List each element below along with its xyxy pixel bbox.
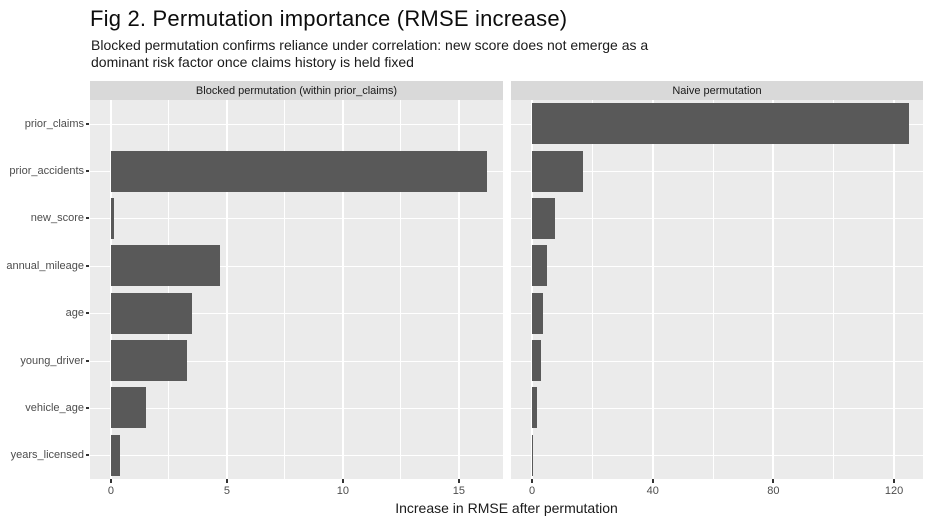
bar-vehicle_age [532,387,537,429]
gridline-horizontal [90,123,503,125]
chart-title: Fig 2. Permutation importance (RMSE incr… [90,6,568,31]
x-axis-tick-mark [531,479,534,483]
x-axis-tick-mark [225,479,228,483]
bar-vehicle_age [110,387,146,429]
bar-new_score [110,197,115,239]
x-axis-tick-label: 120 [884,485,904,497]
y-axis-label-annual_mileage: annual_mileage [6,259,84,272]
bar-years_licensed [532,434,534,476]
gridline-vertical-major [772,100,775,479]
facet-naive-permutation: Naive permutation 0 40 80 120 [511,81,923,497]
bar-years_licensed [110,434,121,476]
gridline-vertical-major [893,100,896,479]
gridline-horizontal [511,265,923,267]
y-axis-tick-mark [86,217,89,220]
gridline-vertical-major [651,100,654,479]
bar-young_driver [110,340,188,382]
gridline-horizontal [511,313,923,315]
x-axis-tick-label: 0 [107,485,114,497]
gridline-vertical-minor [284,100,286,479]
gridline-horizontal [90,360,503,362]
x-axis-tick-label: 10 [336,485,350,497]
y-axis-label-vehicle_age: vehicle_age [25,401,84,414]
bar-young_driver [532,340,542,382]
x-axis-tick-mark [457,479,460,483]
x-axis-tick-label: 0 [529,485,536,497]
gridline-horizontal [90,313,503,315]
bar-prior_accidents [110,150,487,192]
x-axis-tick-mark [651,479,654,483]
panel-blocked-permutation [90,100,503,479]
y-axis-tick-mark [86,359,89,362]
y-axis-label-prior_claims: prior_claims [24,117,84,130]
gridline-vertical-minor [833,100,835,479]
x-axis-tick-mark [109,479,112,483]
x-axis-tick-mark [893,479,896,483]
y-axis-label-age: age [65,307,84,320]
y-axis-tick-mark [86,264,89,267]
gridline-vertical-major [457,100,460,479]
bar-age [532,292,543,334]
facet-strip-label: Naive permutation [511,81,923,100]
gridline-vertical-minor [712,100,714,479]
y-axis-tick-mark [86,454,89,457]
x-axis-tick-label: 40 [646,485,659,497]
gridline-horizontal [511,171,923,173]
bar-annual_mileage [110,245,220,287]
y-axis-tick-mark [86,122,89,125]
y-axis-tick-mark [86,406,89,409]
chart-subtitle-line2: dominant risk factor once claims history… [91,54,414,70]
gridline-horizontal [90,455,503,457]
y-axis-label-prior_accidents: prior_accidents [9,165,84,178]
x-axis-tick-mark [341,479,344,483]
x-axis-tick-mark [772,479,775,483]
gridline-vertical-major [531,100,534,479]
chart-subtitle: Blocked permutation confirms reliance un… [91,37,648,71]
y-axis-tick-mark [86,170,89,173]
bar-age [110,292,193,334]
gridline-vertical-major [225,100,228,479]
gridline-horizontal [511,218,923,220]
y-axis-label-years_licensed: years_licensed [10,449,84,462]
bar-new_score [532,197,555,239]
facet-strip-label: Blocked permutation (within prior_claims… [90,81,503,100]
bar-prior_accidents [532,150,584,192]
y-axis-label-new_score: new_score [30,212,84,225]
gridline-horizontal [90,218,503,220]
gridline-horizontal [511,360,923,362]
y-axis-tick-mark [86,312,89,315]
gridline-vertical-minor [591,100,593,479]
x-axis-tick-label: 80 [767,485,780,497]
gridline-horizontal [511,407,923,409]
bar-prior_claims [532,103,910,145]
x-axis-tick-label: 15 [452,485,466,497]
chart-subtitle-line1: Blocked permutation confirms reliance un… [91,37,649,53]
bar-annual_mileage [532,245,548,287]
gridline-horizontal [511,455,923,457]
gridline-horizontal [90,407,503,409]
gridline-vertical-major [341,100,344,479]
x-axis-title: Increase in RMSE after permutation [395,500,618,516]
y-axis-label-young_driver: young_driver [20,354,84,367]
gridline-vertical-major [109,100,112,479]
x-axis-tick-label: 5 [223,485,230,497]
facet-blocked-permutation: Blocked permutation (within prior_claims… [90,81,503,497]
gridline-vertical-minor [168,100,170,479]
gridline-vertical-minor [400,100,402,479]
gridline-horizontal [90,265,503,267]
panel-naive-permutation [511,100,923,479]
